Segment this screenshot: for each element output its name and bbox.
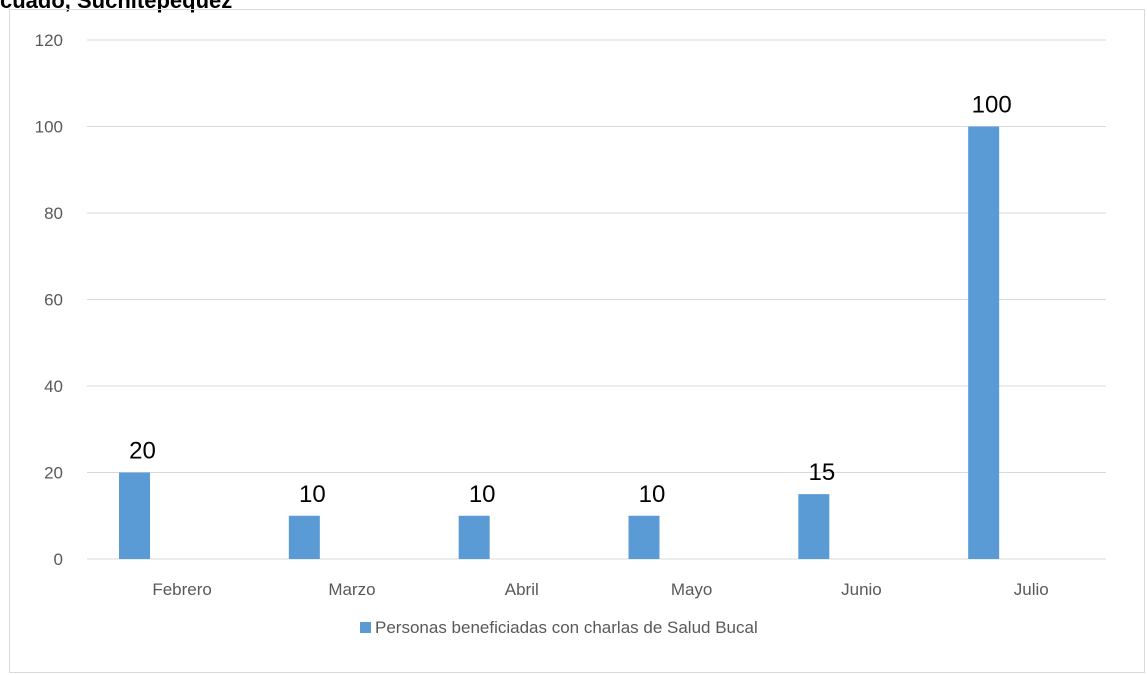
data-label: 10 xyxy=(469,481,496,508)
data-label: 20 xyxy=(129,438,156,465)
legend-label: Personas beneficiadas con charlas de Sal… xyxy=(375,618,758,637)
bar xyxy=(288,515,320,559)
y-tick-label: 20 xyxy=(44,464,63,483)
chart-frame xyxy=(9,9,1145,673)
bar xyxy=(968,126,1000,559)
y-tick-label: 80 xyxy=(44,204,63,223)
x-tick-label: Junio xyxy=(841,580,882,599)
bar xyxy=(628,515,660,559)
data-label: 15 xyxy=(808,459,835,486)
bar xyxy=(119,472,150,559)
x-tick-label: Febrero xyxy=(152,580,212,599)
bar xyxy=(798,494,830,559)
y-tick-label: 100 xyxy=(35,118,63,137)
data-label: 10 xyxy=(299,481,326,508)
y-tick-label: 60 xyxy=(44,291,63,310)
y-tick-label: 0 xyxy=(54,550,63,569)
y-tick-label: 120 xyxy=(35,31,63,50)
y-tick-label: 40 xyxy=(44,377,63,396)
x-tick-label: Julio xyxy=(1014,580,1049,599)
x-tick-label: Mayo xyxy=(671,580,713,599)
x-tick-label: Marzo xyxy=(328,580,375,599)
data-label: 100 xyxy=(972,92,1012,119)
x-tick-label: Abril xyxy=(505,580,539,599)
data-label: 10 xyxy=(639,481,666,508)
legend-swatch xyxy=(360,622,371,633)
bar xyxy=(458,515,490,559)
